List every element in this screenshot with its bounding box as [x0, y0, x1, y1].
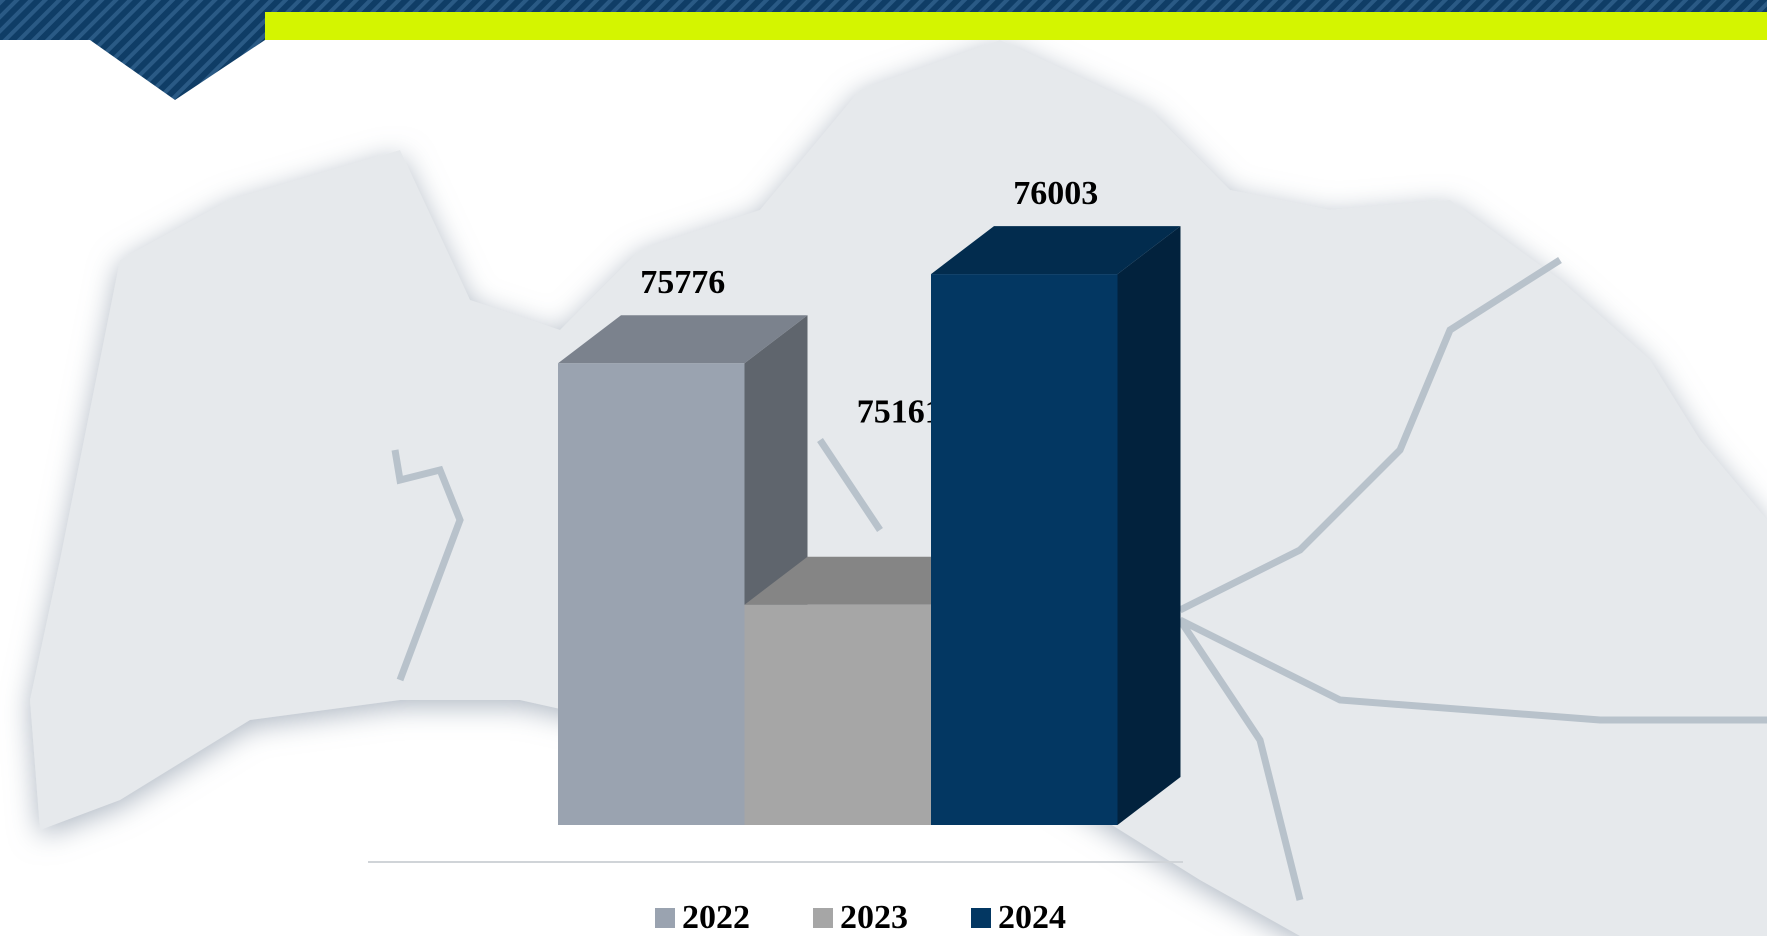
bar-side: [1117, 226, 1181, 825]
bar: [931, 274, 1118, 826]
bar: [744, 604, 931, 825]
legend-label: 2022: [682, 899, 750, 936]
legend-swatch: [971, 908, 991, 928]
background-map: [30, 40, 1767, 936]
bar: [558, 363, 745, 825]
value-label: 76003: [1013, 175, 1098, 212]
bar-top: [558, 315, 808, 364]
bar-top: [931, 226, 1181, 275]
value-label: 75776: [640, 264, 725, 301]
legend-label: 2024: [998, 899, 1066, 936]
header-band: [0, 0, 1767, 100]
legend-label: 2023: [840, 899, 908, 936]
value-label: 75161: [857, 394, 942, 431]
legend-swatch: [655, 908, 675, 928]
legend-swatch: [813, 908, 833, 928]
